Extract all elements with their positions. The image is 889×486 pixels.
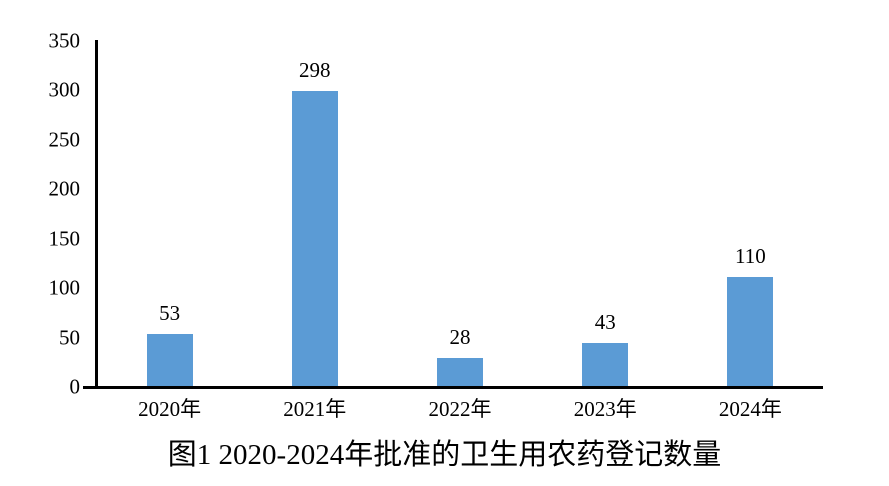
bar-value-label: 53: [159, 301, 181, 325]
bar-value-label: 43: [594, 310, 616, 334]
x-axis-category-label: 2024年: [718, 397, 782, 421]
x-axis-category-label: 2022年: [428, 397, 492, 421]
bar-2023年: [582, 343, 628, 386]
chart-caption: 图1 2020-2024年批准的卫生用农药登记数量: [167, 439, 722, 471]
x-axis-category-label: 2023年: [573, 397, 637, 421]
y-axis-tick-label: 100: [48, 275, 81, 300]
y-axis-tick-label: 150: [48, 226, 81, 251]
bar-2022年: [437, 358, 483, 386]
y-axis-line: [95, 40, 98, 389]
bar-2024年: [727, 277, 773, 386]
x-axis-category-label: 2020年: [138, 397, 202, 421]
y-axis-tick-label: 300: [48, 77, 81, 102]
y-axis-tick-label: 200: [48, 176, 81, 201]
y-axis-tick-label: 350: [48, 28, 81, 53]
y-axis-tick-label: 0: [69, 374, 81, 399]
x-axis-line: [83, 386, 823, 389]
bar-value-label: 28: [449, 325, 471, 349]
y-axis-tick-label: 50: [59, 325, 80, 350]
x-axis-category-label: 2021年: [283, 397, 347, 421]
bar-value-label: 298: [299, 58, 331, 82]
y-axis-tick-label: 250: [48, 127, 81, 152]
bar-2020年: [147, 334, 193, 386]
bar-value-label: 110: [735, 244, 766, 268]
bar-2021年: [292, 91, 338, 386]
